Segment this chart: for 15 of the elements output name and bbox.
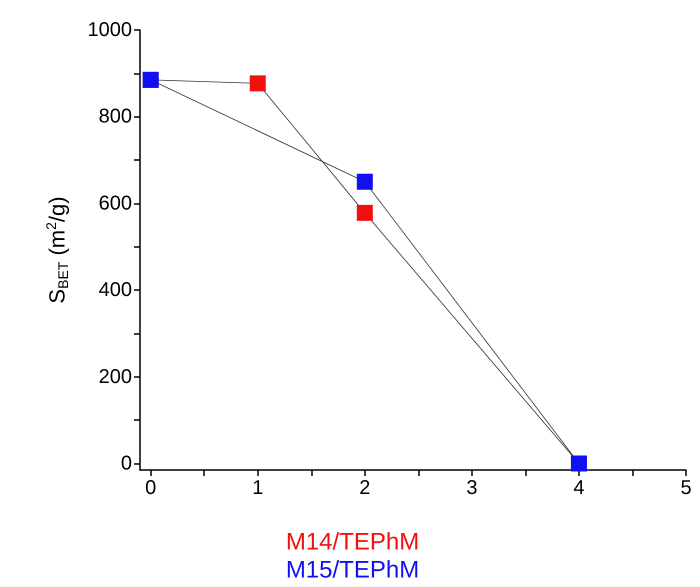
x-tick-label: 5 [680,477,692,499]
x-tick-label: 1 [252,477,264,499]
y-tick-label: 200 [98,366,132,388]
y-tick-label: 1000 [88,19,132,41]
y-tick-label: 400 [98,279,132,302]
y-tick-label: 0 [120,452,132,474]
x-tick-label: 4 [573,477,585,499]
y-tick-label: 800 [98,106,132,128]
x-tick-label: 0 [145,477,156,499]
y-axis-title: SBET (m2/g) [43,196,71,304]
x-tick-label: 2 [359,477,370,499]
x-tick-label: 3 [466,477,478,499]
y-tick-label: 600 [98,192,132,214]
text: M14/TEPhM [286,528,420,556]
text: M15/TEPhM [286,556,420,584]
